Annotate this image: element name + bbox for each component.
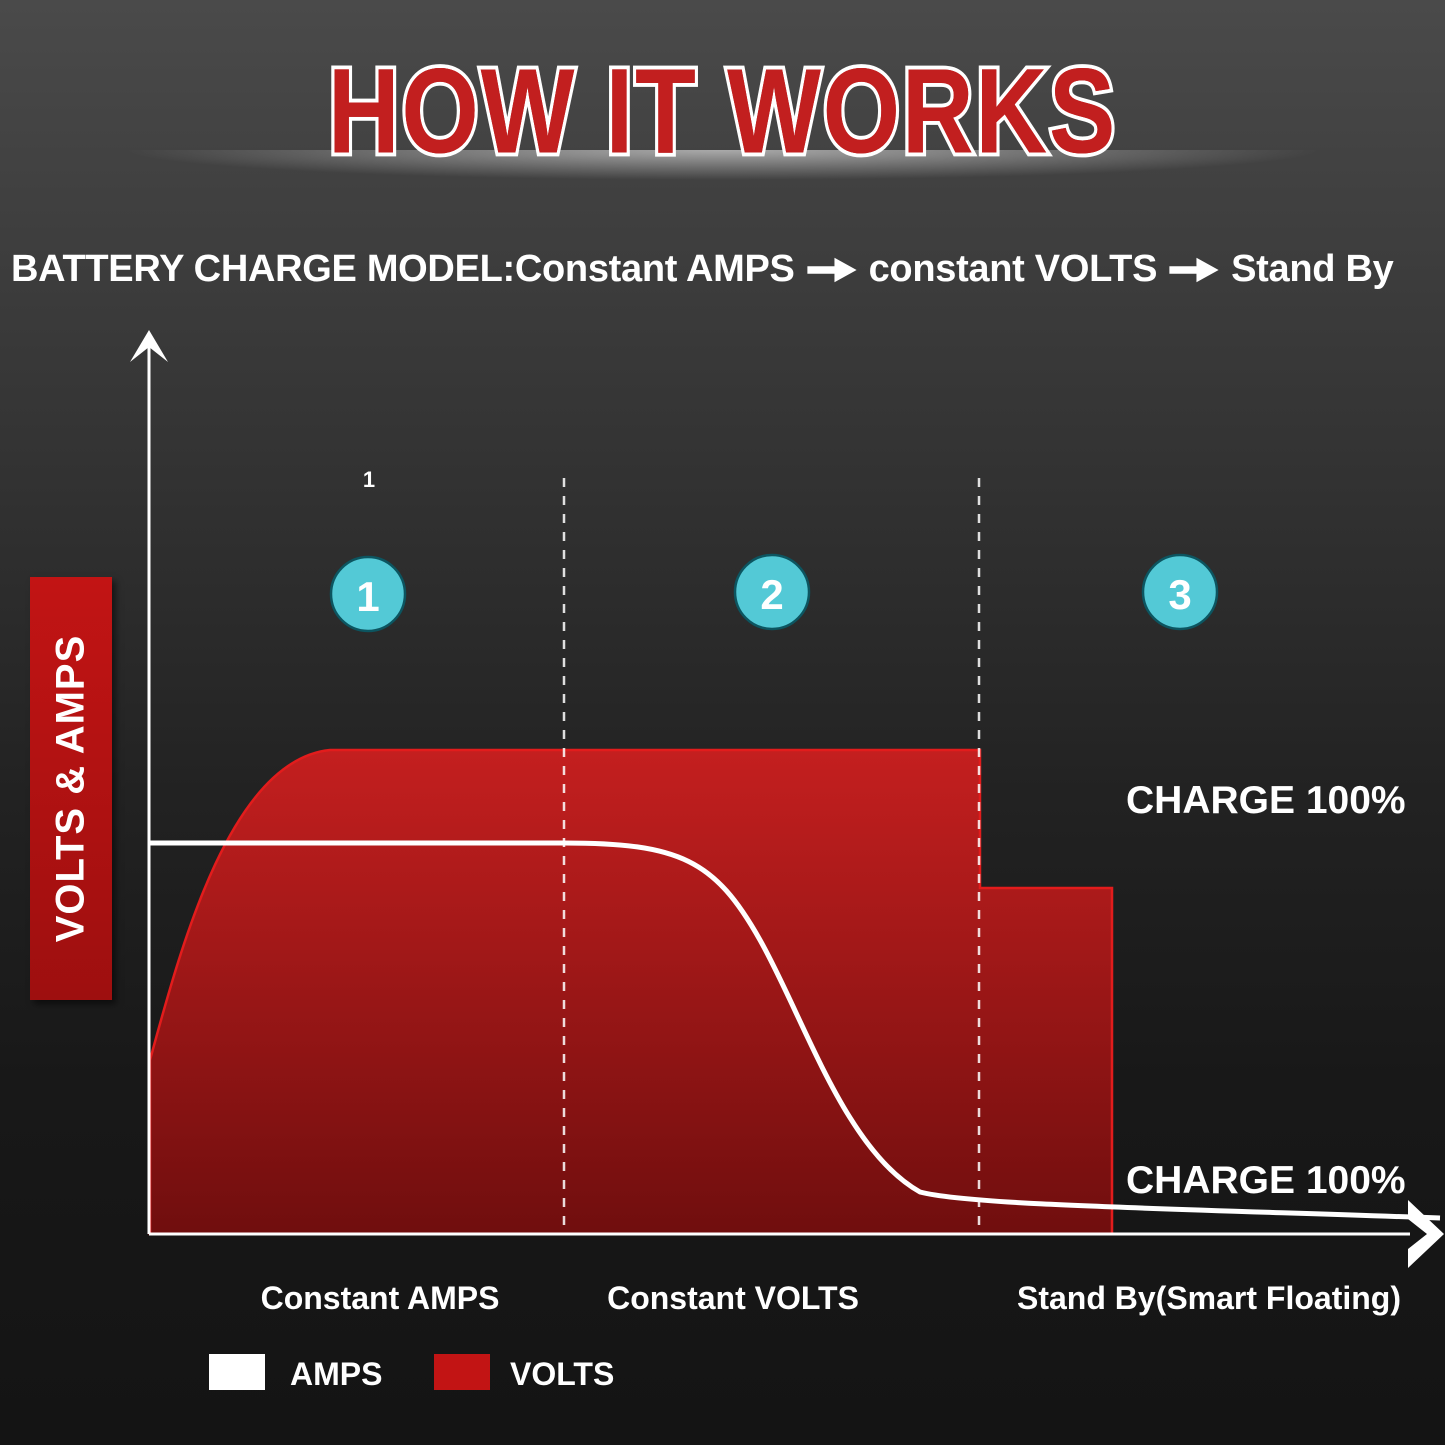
svg-text:AMPS: AMPS xyxy=(290,1356,382,1392)
svg-text:Stand By(Smart Floating): Stand By(Smart Floating) xyxy=(1017,1280,1401,1316)
svg-text:1: 1 xyxy=(363,467,375,492)
svg-text:CHARGE 100%: CHARGE 100% xyxy=(1126,1159,1406,1202)
svg-text:Constant AMPS: Constant AMPS xyxy=(261,1280,500,1316)
svg-text:VOLTS: VOLTS xyxy=(510,1356,614,1392)
svg-text:1: 1 xyxy=(356,573,379,620)
svg-text:CHARGE 100%: CHARGE 100% xyxy=(1126,779,1406,822)
svg-text:2: 2 xyxy=(760,571,783,618)
svg-text:3: 3 xyxy=(1168,571,1191,618)
svg-text:Constant VOLTS: Constant VOLTS xyxy=(607,1280,859,1316)
